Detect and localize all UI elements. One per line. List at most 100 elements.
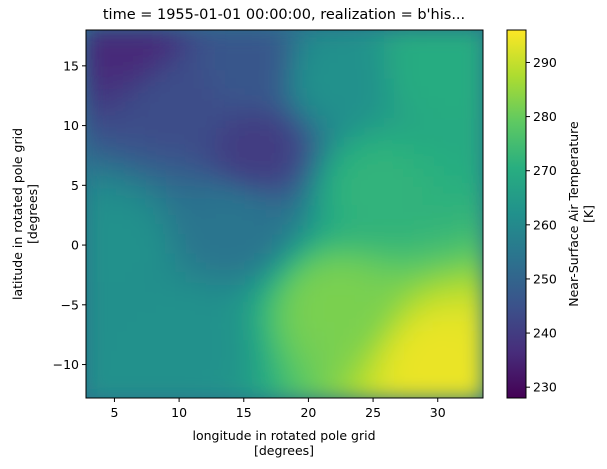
heatmap-cell: [383, 349, 395, 361]
heatmap-cell: [393, 291, 405, 302]
heatmap-cell: [363, 233, 375, 244]
heatmap-cell: [294, 281, 306, 293]
heatmap-cell: [314, 378, 325, 390]
heatmap-cell: [363, 194, 375, 206]
heatmap-cell: [463, 252, 474, 264]
colorbar-tick-label: 260: [533, 217, 557, 232]
heatmap-cell: [463, 126, 474, 138]
heatmap-cell: [205, 301, 216, 312]
heatmap-cell: [105, 194, 117, 206]
heatmap-cell: [205, 214, 216, 225]
heatmap-cell: [195, 88, 206, 99]
heatmap-cell: [86, 291, 97, 302]
heatmap-cell: [334, 301, 345, 312]
heatmap-cell: [95, 194, 107, 206]
heatmap-cell: [195, 117, 206, 128]
heatmap-cell: [105, 243, 117, 254]
y-tick-label: 0: [71, 238, 79, 253]
heatmap-cell: [433, 30, 445, 41]
heatmap-cell: [254, 252, 266, 264]
heatmap-cell: [234, 194, 246, 206]
heatmap-cell: [473, 184, 483, 196]
heatmap-cell: [155, 252, 167, 264]
heatmap-cell: [393, 243, 405, 254]
heatmap-cell: [373, 30, 385, 41]
heatmap-cell: [155, 291, 167, 302]
heatmap-cell: [274, 184, 286, 196]
heatmap-cell: [403, 359, 415, 370]
heatmap-cell: [393, 117, 405, 128]
heatmap-cell: [473, 301, 483, 312]
heatmap-cell: [175, 223, 187, 235]
heatmap-cell: [205, 223, 216, 235]
heatmap-cell: [105, 30, 117, 41]
heatmap-cell: [403, 272, 415, 283]
heatmap-cell: [294, 204, 306, 215]
heatmap-cell: [215, 214, 226, 225]
heatmap-cell: [205, 194, 216, 206]
heatmap-cell: [145, 388, 157, 398]
heatmap-cell: [244, 378, 256, 390]
heatmap-cell: [353, 175, 365, 186]
heatmap-cell: [185, 291, 196, 302]
heatmap-cell: [165, 146, 177, 157]
heatmap-cell: [244, 78, 256, 89]
heatmap-cell: [155, 78, 167, 89]
heatmap-cell: [195, 39, 206, 51]
heatmap-cell: [304, 165, 316, 177]
heatmap-cell: [344, 330, 355, 341]
heatmap-cell: [195, 272, 206, 283]
heatmap-cell: [413, 204, 425, 215]
heatmap-cell: [254, 388, 266, 398]
heatmap-cell: [413, 214, 425, 225]
heatmap-cell: [284, 68, 296, 80]
heatmap-cell: [463, 368, 474, 380]
heatmap-cell: [165, 252, 177, 264]
heatmap-cell: [304, 291, 316, 302]
heatmap-cell: [473, 272, 483, 283]
heatmap-cell: [125, 214, 137, 225]
heatmap-cell: [244, 368, 256, 380]
heatmap-cell: [185, 272, 196, 283]
heatmap-cell: [383, 368, 395, 380]
heatmap-cell: [284, 136, 296, 148]
heatmap-cell: [353, 233, 365, 244]
heatmap-cell: [423, 214, 435, 225]
heatmap-cell: [304, 349, 316, 361]
heatmap-cell: [324, 349, 335, 361]
heatmap-cell: [334, 88, 345, 99]
heatmap-cell: [373, 146, 385, 157]
heatmap-cell: [423, 378, 435, 390]
heatmap-cell: [205, 175, 216, 186]
heatmap-cell: [433, 272, 445, 283]
heatmap-cell: [433, 310, 445, 322]
heatmap-cell: [175, 165, 187, 177]
heatmap-cell: [403, 388, 415, 398]
heatmap-cell: [393, 30, 405, 41]
heatmap-cell: [443, 194, 455, 206]
heatmap-cell: [344, 252, 355, 264]
heatmap-cell: [234, 68, 246, 80]
heatmap-cell: [86, 126, 97, 138]
heatmap-cell: [304, 330, 316, 341]
heatmap-cell: [125, 184, 137, 196]
heatmap-cell: [473, 155, 483, 167]
colorbar-gradient: [506, 29, 527, 399]
heatmap-cell: [185, 155, 196, 167]
heatmap-cell: [423, 78, 435, 89]
heatmap-cell: [155, 301, 167, 312]
heatmap-cell: [185, 68, 196, 80]
heatmap-cell: [353, 281, 365, 293]
heatmap-cell: [165, 243, 177, 254]
heatmap-cell: [115, 165, 127, 177]
heatmap-cell: [334, 107, 345, 118]
heatmap-cell: [224, 330, 236, 341]
heatmap-cell: [463, 223, 474, 235]
heatmap-cell: [423, 117, 435, 128]
heatmap-cell: [463, 68, 474, 80]
heatmap-cell: [145, 349, 157, 361]
heatmap-cell: [393, 339, 405, 351]
heatmap-cell: [473, 388, 483, 398]
heatmap-cell: [284, 49, 296, 60]
heatmap-cell: [353, 194, 365, 206]
